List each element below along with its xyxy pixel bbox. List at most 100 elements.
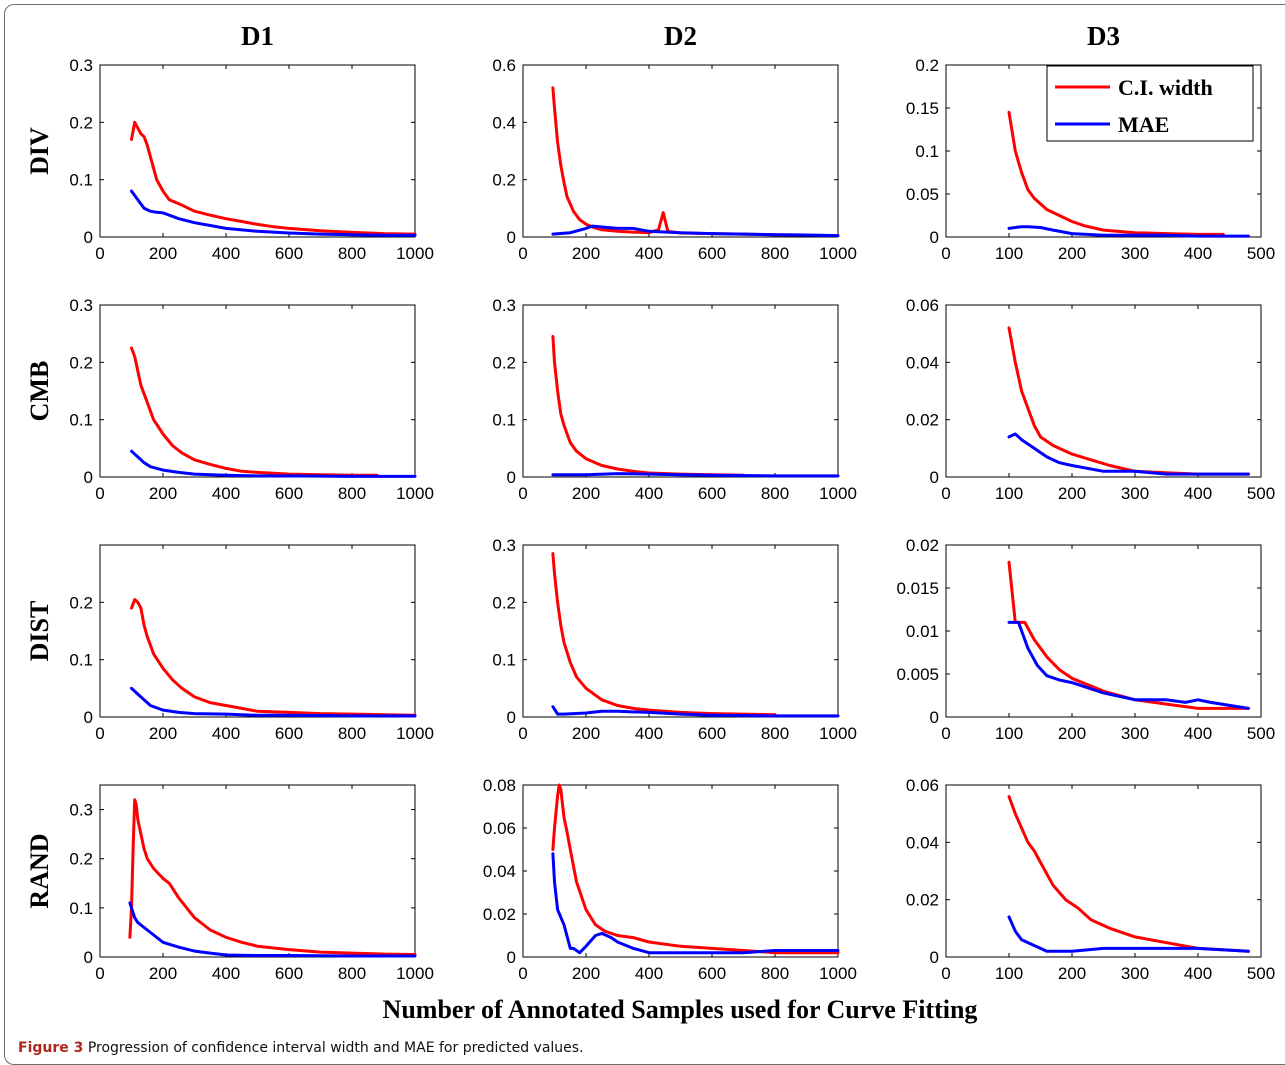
x-tick-label: 200	[572, 244, 600, 263]
y-tick-label: 0.05	[906, 185, 939, 204]
x-tick-label: 800	[338, 724, 366, 743]
x-tick-label: 600	[275, 724, 303, 743]
y-tick-label: 0	[930, 708, 939, 727]
panel-rand-d1: 0 200 400 600 800 1000 0 0.1 0.2 0.3	[69, 784, 434, 983]
ci-width-line	[130, 120, 417, 236]
x-tick-label: 0	[941, 964, 950, 983]
panel-dist-d2: 0 200 400 600 800 1000 0 0.1 0.2 0.3	[492, 536, 857, 743]
plot-area	[99, 544, 416, 718]
x-tick-label: 0	[95, 484, 104, 503]
y-tick-label: 0.1	[492, 411, 516, 430]
y-tick-label: 0.2	[492, 353, 516, 372]
x-tick-label: 400	[635, 724, 663, 743]
y-tick-label: 0.1	[492, 651, 516, 670]
ci-width-line	[551, 552, 777, 717]
x-tick-label: 1000	[396, 964, 434, 983]
x-tick-label: 1000	[819, 484, 857, 503]
plot-area	[522, 304, 839, 478]
y-tick-label: 0.3	[492, 536, 516, 555]
y-tick-label: 0.02	[483, 905, 516, 924]
x-tick-label: 800	[761, 484, 789, 503]
x-tick-label: 800	[761, 964, 789, 983]
mae-line	[1007, 620, 1250, 710]
x-tick-label: 600	[275, 964, 303, 983]
x-tick-label: 0	[95, 244, 104, 263]
row-title-div: DIV	[25, 127, 54, 175]
y-tick-label: 0.2	[69, 353, 93, 372]
x-tick-label: 0	[518, 244, 527, 263]
panel-div-d1: 0 200 400 600 800 1000 0 0.1 0.2 0.3	[69, 56, 434, 263]
y-tick-label: 0	[930, 468, 939, 487]
y-tick-label: 0.1	[69, 171, 93, 190]
x-tick-label: 400	[635, 484, 663, 503]
mae-line	[130, 189, 417, 237]
plot-area	[99, 784, 416, 958]
mae-line	[128, 901, 417, 958]
y-tick-label: 0.2	[492, 593, 516, 612]
y-tick-label: 0.2	[915, 56, 939, 75]
panel-cmb-d1: 0 200 400 600 800 1000 0 0.1 0.2 0.3	[69, 296, 434, 503]
panel-cmb-d2: 0 200 400 600 800 1000 0 0.1 0.2 0.3	[492, 296, 857, 503]
x-tick-label: 200	[1058, 484, 1086, 503]
y-tick-label: 0	[507, 468, 516, 487]
x-tick-label: 800	[338, 964, 366, 983]
y-tick-label: 0.04	[906, 353, 939, 372]
x-tick-label: 500	[1247, 244, 1275, 263]
x-tick-label: 0	[518, 964, 527, 983]
y-tick-label: 0.08	[483, 776, 516, 795]
x-tick-label: 400	[212, 724, 240, 743]
x-tick-label: 100	[995, 724, 1023, 743]
x-tick-label: 600	[698, 724, 726, 743]
panel-div-d3: 0 100 200 300 400 500 0 0.05 0.1 0.15 0.2 C.I. widt…	[906, 56, 1275, 263]
x-tick-label: 800	[338, 244, 366, 263]
mae-line	[551, 472, 840, 478]
y-tick-label: 0.005	[896, 665, 939, 684]
y-tick-label: 0.6	[492, 56, 516, 75]
x-tick-label: 800	[338, 484, 366, 503]
x-tick-label: 400	[212, 244, 240, 263]
mae-line	[130, 449, 417, 478]
legend-label-ci: C.I. width	[1118, 75, 1213, 100]
caption-label: Figure 3	[18, 1040, 84, 1056]
mae-line	[551, 705, 840, 718]
x-tick-label: 400	[1184, 964, 1212, 983]
x-tick-label: 800	[761, 724, 789, 743]
x-tick-label: 300	[1121, 724, 1149, 743]
x-tick-label: 200	[149, 244, 177, 263]
x-tick-label: 200	[572, 484, 600, 503]
x-tick-label: 200	[149, 484, 177, 503]
y-tick-label: 0	[84, 948, 93, 967]
x-tick-label: 200	[572, 964, 600, 983]
mae-line	[1007, 432, 1250, 476]
x-tick-label: 400	[635, 964, 663, 983]
x-tick-label: 600	[275, 244, 303, 263]
plot-area	[945, 544, 1262, 718]
column-title-d3: D3	[1087, 21, 1120, 51]
plot-area	[945, 784, 1262, 958]
y-tick-label: 0	[84, 468, 93, 487]
legend: C.I. width MAE	[1046, 65, 1254, 142]
ci-width-line	[130, 598, 417, 717]
x-tick-label: 600	[698, 964, 726, 983]
x-tick-label: 600	[698, 244, 726, 263]
x-tick-label: 0	[941, 484, 950, 503]
y-tick-label: 0	[930, 948, 939, 967]
ci-width-line	[551, 783, 840, 955]
legend-box	[1046, 65, 1254, 142]
x-tick-label: 1000	[396, 244, 434, 263]
y-tick-label: 0.06	[906, 776, 939, 795]
y-tick-label: 0.06	[483, 819, 516, 838]
y-tick-label: 0.4	[492, 113, 516, 132]
x-tick-label: 1000	[396, 484, 434, 503]
y-tick-label: 0.1	[69, 411, 93, 430]
mae-line	[1007, 915, 1250, 953]
panel-cmb-d3: 0 100 200 300 400 500 0 0.02 0.04 0.06	[906, 296, 1275, 503]
x-tick-label: 300	[1121, 244, 1149, 263]
x-tick-label: 300	[1121, 964, 1149, 983]
y-tick-label: 0	[84, 228, 93, 247]
y-tick-label: 0.04	[906, 833, 939, 852]
plot-area	[945, 304, 1262, 478]
x-tick-label: 0	[95, 724, 104, 743]
x-tick-label: 0	[518, 724, 527, 743]
x-tick-label: 600	[275, 484, 303, 503]
